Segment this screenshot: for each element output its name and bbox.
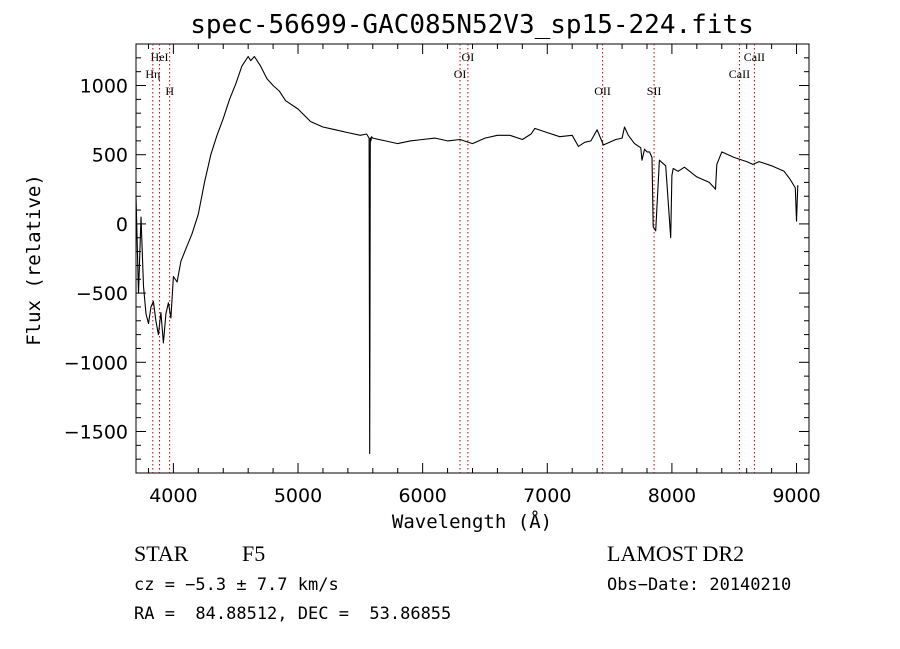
line-label: HeI (151, 50, 169, 64)
line-label: OII (594, 84, 611, 98)
chart-title: spec-56699-GAC085N52V3_sp15-224.fits (190, 10, 754, 40)
redshift-info: cz = −5.3 ± 7.7 km/s (134, 575, 339, 595)
y-axis-label: Flux (relative) (23, 174, 45, 346)
line-label: OI (462, 50, 475, 64)
x-tick-label: 7000 (523, 485, 571, 507)
object-subclass: F5 (242, 541, 265, 566)
line-label: CaII (729, 67, 750, 81)
y-axis-ticks: −1500 −1000 −500 0 500 1000 (64, 57, 809, 460)
x-tick-label: 6000 (398, 485, 446, 507)
x-tick-label: 8000 (648, 485, 696, 507)
y-tick-label: 0 (116, 214, 128, 236)
line-label: SII (647, 84, 662, 98)
coordinates: RA = 84.88512, DEC = 53.86855 (134, 604, 451, 624)
flux-spectrum-line (135, 55, 799, 455)
x-axis-label: Wavelength (Å) (392, 510, 552, 533)
survey-name: LAMOST DR2 (607, 541, 744, 566)
x-tick-label: 4000 (149, 485, 197, 507)
y-tick-label: 500 (92, 145, 128, 167)
y-tick-label: −500 (76, 283, 128, 305)
y-tick-label: −1000 (64, 352, 128, 374)
object-class: STAR (134, 541, 189, 566)
line-label: CaII (744, 50, 765, 64)
plot-frame (135, 43, 810, 474)
y-tick-label: 1000 (80, 76, 128, 98)
y-tick-label: −1500 (64, 421, 128, 443)
x-tick-label: 5000 (274, 485, 322, 507)
observation-date: Obs−Date: 20140210 (607, 575, 791, 595)
line-label: Hη (145, 67, 160, 81)
line-label: H (165, 84, 174, 98)
line-annotations: HeI Hη H OI OI OII SII CaII CaII (145, 44, 765, 473)
line-label: OI (454, 67, 467, 81)
x-axis-ticks: 4000 5000 6000 7000 8000 9000 (147, 44, 821, 507)
x-tick-label: 9000 (772, 485, 820, 507)
